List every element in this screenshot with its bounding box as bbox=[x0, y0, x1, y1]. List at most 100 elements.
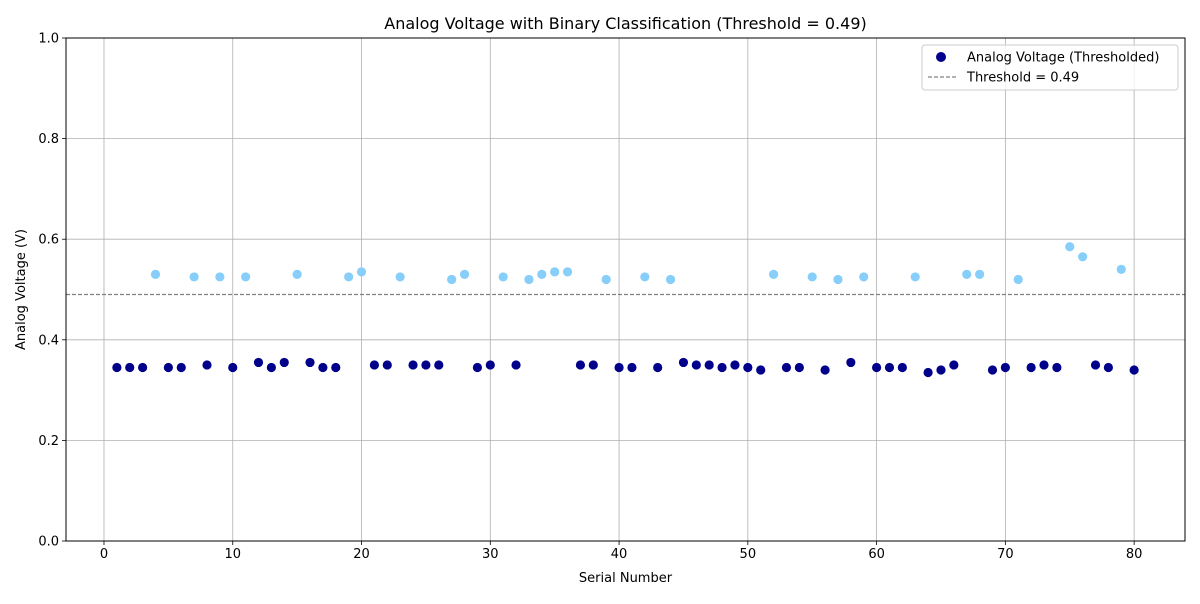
data-point-above-threshold bbox=[768, 269, 779, 280]
data-point-below-threshold bbox=[1090, 360, 1101, 370]
y-tick-label: 0.2 bbox=[38, 434, 59, 449]
x-axis-label: Serial Number bbox=[579, 571, 673, 586]
data-point-above-threshold bbox=[550, 267, 560, 277]
data-point-below-threshold bbox=[279, 357, 289, 368]
data-point-above-threshold bbox=[537, 269, 547, 280]
data-points bbox=[112, 242, 1139, 378]
data-point-above-threshold bbox=[910, 272, 920, 282]
data-point-below-threshold bbox=[408, 360, 418, 370]
data-point-above-threshold bbox=[962, 269, 972, 280]
data-point-below-threshold bbox=[434, 360, 444, 370]
chart-title: Analog Voltage with Binary Classificatio… bbox=[384, 14, 867, 33]
data-point-below-threshold bbox=[331, 362, 341, 373]
x-tick-label: 80 bbox=[1126, 547, 1143, 562]
data-point-below-threshold bbox=[936, 365, 946, 375]
data-point-below-threshold bbox=[1026, 362, 1036, 373]
y-tick-label: 1.0 bbox=[38, 32, 59, 47]
data-point-below-threshold bbox=[112, 362, 122, 373]
data-point-below-threshold bbox=[318, 362, 328, 373]
data-point-below-threshold bbox=[653, 362, 663, 373]
data-point-below-threshold bbox=[202, 360, 212, 370]
data-point-below-threshold bbox=[125, 362, 135, 373]
data-point-above-threshold bbox=[524, 274, 534, 285]
data-point-above-threshold bbox=[833, 274, 843, 285]
data-point-below-threshold bbox=[369, 360, 380, 370]
x-tick-label: 70 bbox=[997, 547, 1014, 562]
data-point-below-threshold bbox=[691, 360, 701, 370]
data-point-above-threshold bbox=[859, 272, 869, 282]
data-point-below-threshold bbox=[794, 362, 804, 373]
legend: Analog Voltage (Thresholded) Threshold =… bbox=[921, 44, 1179, 91]
y-tick-label: 0.8 bbox=[38, 132, 59, 147]
data-point-below-threshold bbox=[846, 357, 856, 368]
y-axis-ticks: 0.0 0.2 0.4 0.6 0.8 1.0 bbox=[38, 32, 66, 550]
data-point-below-threshold bbox=[266, 362, 276, 373]
data-point-below-threshold bbox=[743, 362, 753, 373]
data-point-above-threshold bbox=[1078, 252, 1088, 262]
data-point-above-threshold bbox=[395, 272, 405, 282]
data-point-below-threshold bbox=[871, 362, 882, 373]
data-point-below-threshold bbox=[176, 362, 186, 373]
legend-series-marker bbox=[936, 52, 946, 62]
data-point-below-threshold bbox=[472, 362, 483, 373]
data-point-below-threshold bbox=[1039, 360, 1049, 370]
data-point-below-threshold bbox=[138, 362, 148, 373]
data-point-below-threshold bbox=[820, 365, 830, 375]
data-point-below-threshold bbox=[704, 360, 714, 370]
data-point-above-threshold bbox=[1065, 242, 1075, 252]
legend-series-label: Analog Voltage (Thresholded) bbox=[967, 51, 1159, 66]
data-point-below-threshold bbox=[897, 362, 907, 373]
data-point-below-threshold bbox=[781, 362, 792, 373]
data-point-below-threshold bbox=[421, 360, 431, 370]
data-point-above-threshold bbox=[356, 267, 367, 277]
x-tick-label: 50 bbox=[740, 547, 757, 562]
data-point-above-threshold bbox=[344, 272, 354, 282]
data-point-below-threshold bbox=[987, 365, 998, 375]
data-point-below-threshold bbox=[253, 357, 264, 368]
data-point-below-threshold bbox=[923, 367, 933, 378]
data-point-below-threshold bbox=[575, 360, 586, 370]
data-point-above-threshold bbox=[241, 272, 251, 282]
data-point-below-threshold bbox=[1129, 365, 1139, 375]
data-point-below-threshold bbox=[1052, 362, 1062, 373]
data-point-above-threshold bbox=[447, 274, 457, 285]
data-point-below-threshold bbox=[305, 357, 315, 368]
data-point-above-threshold bbox=[189, 272, 199, 282]
data-point-below-threshold bbox=[678, 357, 689, 368]
data-point-above-threshold bbox=[665, 274, 676, 285]
y-tick-label: 0.6 bbox=[38, 233, 59, 248]
data-point-below-threshold bbox=[485, 360, 495, 370]
plot-frame bbox=[65, 37, 1186, 542]
x-axis-ticks: 0 10 20 30 40 50 60 70 80 bbox=[100, 541, 1143, 562]
data-point-above-threshold bbox=[562, 267, 573, 277]
x-tick-label: 60 bbox=[868, 547, 885, 562]
data-point-below-threshold bbox=[1103, 362, 1113, 373]
y-tick-label: 0.4 bbox=[38, 333, 59, 348]
legend-threshold-label: Threshold = 0.49 bbox=[966, 71, 1079, 86]
plot-area bbox=[66, 38, 1185, 541]
data-point-below-threshold bbox=[163, 362, 173, 373]
data-point-below-threshold bbox=[614, 362, 624, 373]
x-tick-label: 40 bbox=[611, 547, 628, 562]
x-tick-label: 0 bbox=[100, 547, 108, 562]
data-point-below-threshold bbox=[588, 360, 598, 370]
data-point-below-threshold bbox=[730, 360, 740, 370]
data-point-below-threshold bbox=[511, 360, 521, 370]
data-point-above-threshold bbox=[459, 269, 470, 280]
data-point-below-threshold bbox=[949, 360, 959, 370]
data-point-above-threshold bbox=[640, 272, 650, 282]
data-point-below-threshold bbox=[1000, 362, 1010, 373]
data-point-above-threshold bbox=[150, 269, 161, 280]
data-point-above-threshold bbox=[975, 269, 985, 280]
data-point-above-threshold bbox=[1116, 264, 1126, 274]
y-axis-label: Analog Voltage (V) bbox=[14, 229, 29, 350]
data-point-below-threshold bbox=[382, 360, 392, 370]
data-point-above-threshold bbox=[292, 269, 302, 280]
data-point-above-threshold bbox=[498, 272, 508, 282]
data-point-below-threshold bbox=[627, 362, 637, 373]
data-point-below-threshold bbox=[717, 362, 727, 373]
data-point-below-threshold bbox=[228, 362, 238, 373]
data-point-above-threshold bbox=[1013, 274, 1023, 285]
